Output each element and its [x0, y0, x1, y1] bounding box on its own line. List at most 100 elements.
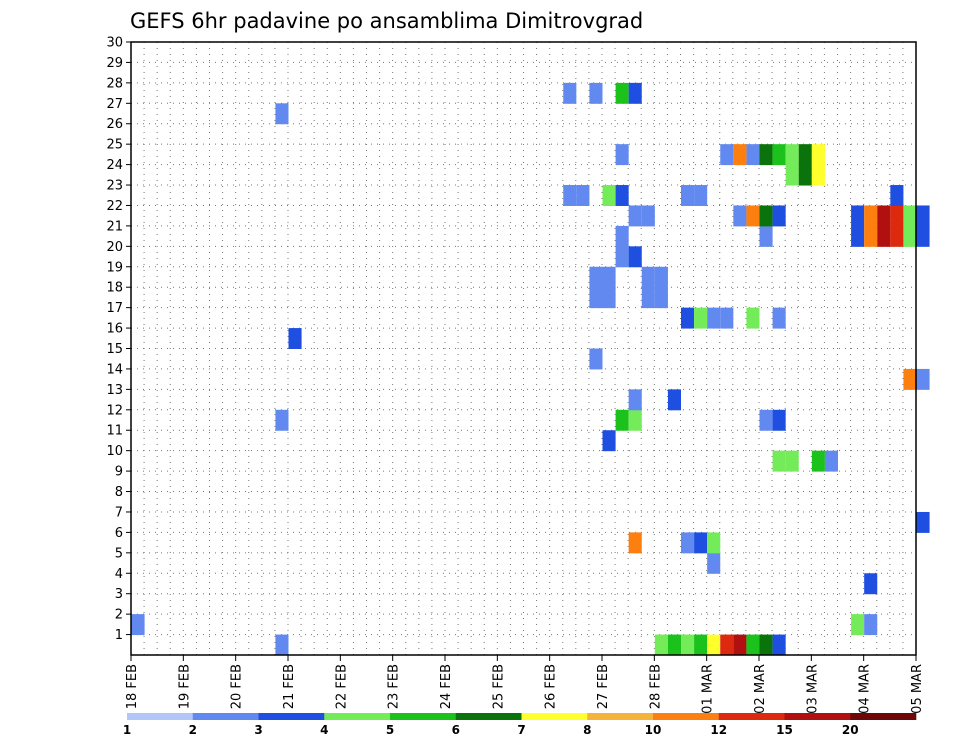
ensemble-cell [641, 287, 655, 309]
x-tick-label: 23 FEB [387, 664, 402, 709]
y-tick-label: 24 [106, 158, 123, 173]
ensemble-cells [131, 82, 930, 656]
legend-swatch [127, 713, 194, 720]
y-tick-label: 30 [106, 36, 123, 51]
legend-swatch [718, 713, 785, 720]
ensemble-cell [916, 368, 930, 390]
x-tick-label: 01 MAR [701, 664, 716, 714]
ensemble-cell [811, 144, 825, 166]
ensemble-cell [824, 450, 838, 472]
x-tick-label: 27 FEB [596, 664, 611, 709]
ensemble-cell [628, 389, 642, 411]
ensemble-cell [851, 614, 865, 636]
y-tick-label: 16 [106, 322, 123, 337]
legend-label: 15 [776, 723, 793, 737]
y-tick-label: 27 [106, 97, 123, 112]
ensemble-cell [720, 144, 734, 166]
legend-swatch [521, 713, 588, 720]
ensemble-cell [681, 185, 695, 206]
ensemble-cell [851, 205, 865, 227]
ensemble-cell [131, 614, 145, 636]
ensemble-cell [772, 450, 786, 472]
y-tick-label: 9 [115, 465, 123, 480]
y-tick-label: 3 [115, 587, 123, 602]
legend-label: 12 [710, 723, 727, 737]
ensemble-cell [707, 307, 721, 329]
ensemble-cell [903, 368, 917, 390]
ensemble-cell [667, 634, 681, 656]
ensemble-cell [615, 225, 629, 247]
x-tick-label: 18 FEB [125, 664, 140, 709]
ensemble-cell [785, 164, 799, 186]
color-legend: 1 2 3 4 5 6 7 8 10 12 15 20 [123, 713, 917, 737]
legend-swatch [587, 713, 654, 720]
x-tick-label: 26 FEB [544, 664, 559, 709]
ensemble-cell [628, 205, 642, 227]
ensemble-cell [694, 532, 708, 554]
ensemble-cell [903, 225, 917, 247]
y-tick-label: 17 [106, 301, 123, 316]
y-axis: 1234567891011121314151617181920212223242… [106, 36, 131, 643]
y-tick-label: 19 [106, 260, 123, 275]
ensemble-cell [641, 266, 655, 288]
ensemble-cell [707, 552, 721, 574]
ensemble-cell [589, 287, 603, 309]
y-tick-label: 2 [115, 608, 123, 623]
x-tick-label: 03 MAR [805, 664, 820, 714]
y-tick-label: 11 [106, 424, 123, 439]
ensemble-cell [811, 164, 825, 186]
ensemble-cell [615, 144, 629, 166]
ensemble-cell [772, 634, 786, 656]
ensemble-cell [288, 328, 302, 349]
x-tick-label: 22 FEB [334, 664, 349, 709]
ensemble-cell [694, 185, 708, 206]
ensemble-cell [707, 634, 721, 656]
x-tick-label: 02 MAR [753, 664, 768, 714]
ensemble-cell [707, 532, 721, 554]
y-tick-label: 4 [115, 567, 123, 582]
ensemble-cell [563, 185, 577, 206]
ensemble-cell [759, 144, 773, 166]
ensemble-cell [589, 82, 603, 104]
ensemble-cell [746, 144, 760, 166]
legend-label: 2 [189, 723, 197, 737]
legend-label: 6 [452, 723, 460, 737]
y-tick-label: 18 [106, 281, 123, 296]
ensemble-cell [772, 409, 786, 431]
y-tick-label: 20 [106, 240, 123, 255]
ensemble-cell [746, 205, 760, 227]
legend-swatch [192, 713, 259, 720]
ensemble-cell [759, 634, 773, 656]
ensemble-cell [275, 409, 289, 431]
legend-swatch [850, 713, 917, 720]
legend-label: 20 [842, 723, 859, 737]
y-tick-label: 15 [106, 342, 123, 357]
ensemble-cell [563, 82, 577, 104]
x-tick-label: 20 FEB [230, 664, 245, 709]
ensemble-cell [275, 103, 289, 125]
ensemble-cell [759, 205, 773, 227]
y-tick-label: 28 [106, 76, 123, 91]
ensemble-cell [785, 450, 799, 472]
x-tick-label: 21 FEB [282, 664, 297, 709]
x-tick-label: 28 FEB [648, 664, 663, 709]
ensemble-cell [733, 634, 747, 656]
ensemble-cell [654, 266, 668, 288]
y-tick-label: 8 [115, 485, 123, 500]
y-tick-label: 1 [115, 628, 123, 643]
x-tick-label: 04 MAR [858, 664, 873, 714]
ensemble-cell [628, 246, 642, 268]
ensemble-cell [615, 409, 629, 431]
ensemble-cell [785, 144, 799, 166]
ensemble-cell [628, 409, 642, 431]
legend-label: 5 [386, 723, 394, 737]
ensemble-cell [720, 307, 734, 329]
ensemble-cell [615, 82, 629, 104]
legend-label: 4 [320, 723, 328, 737]
ensemble-cell [654, 634, 668, 656]
y-tick-label: 7 [115, 505, 123, 520]
x-tick-label: 25 FEB [491, 664, 506, 709]
ensemble-cell [746, 307, 760, 329]
ensemble-cell [903, 205, 917, 227]
